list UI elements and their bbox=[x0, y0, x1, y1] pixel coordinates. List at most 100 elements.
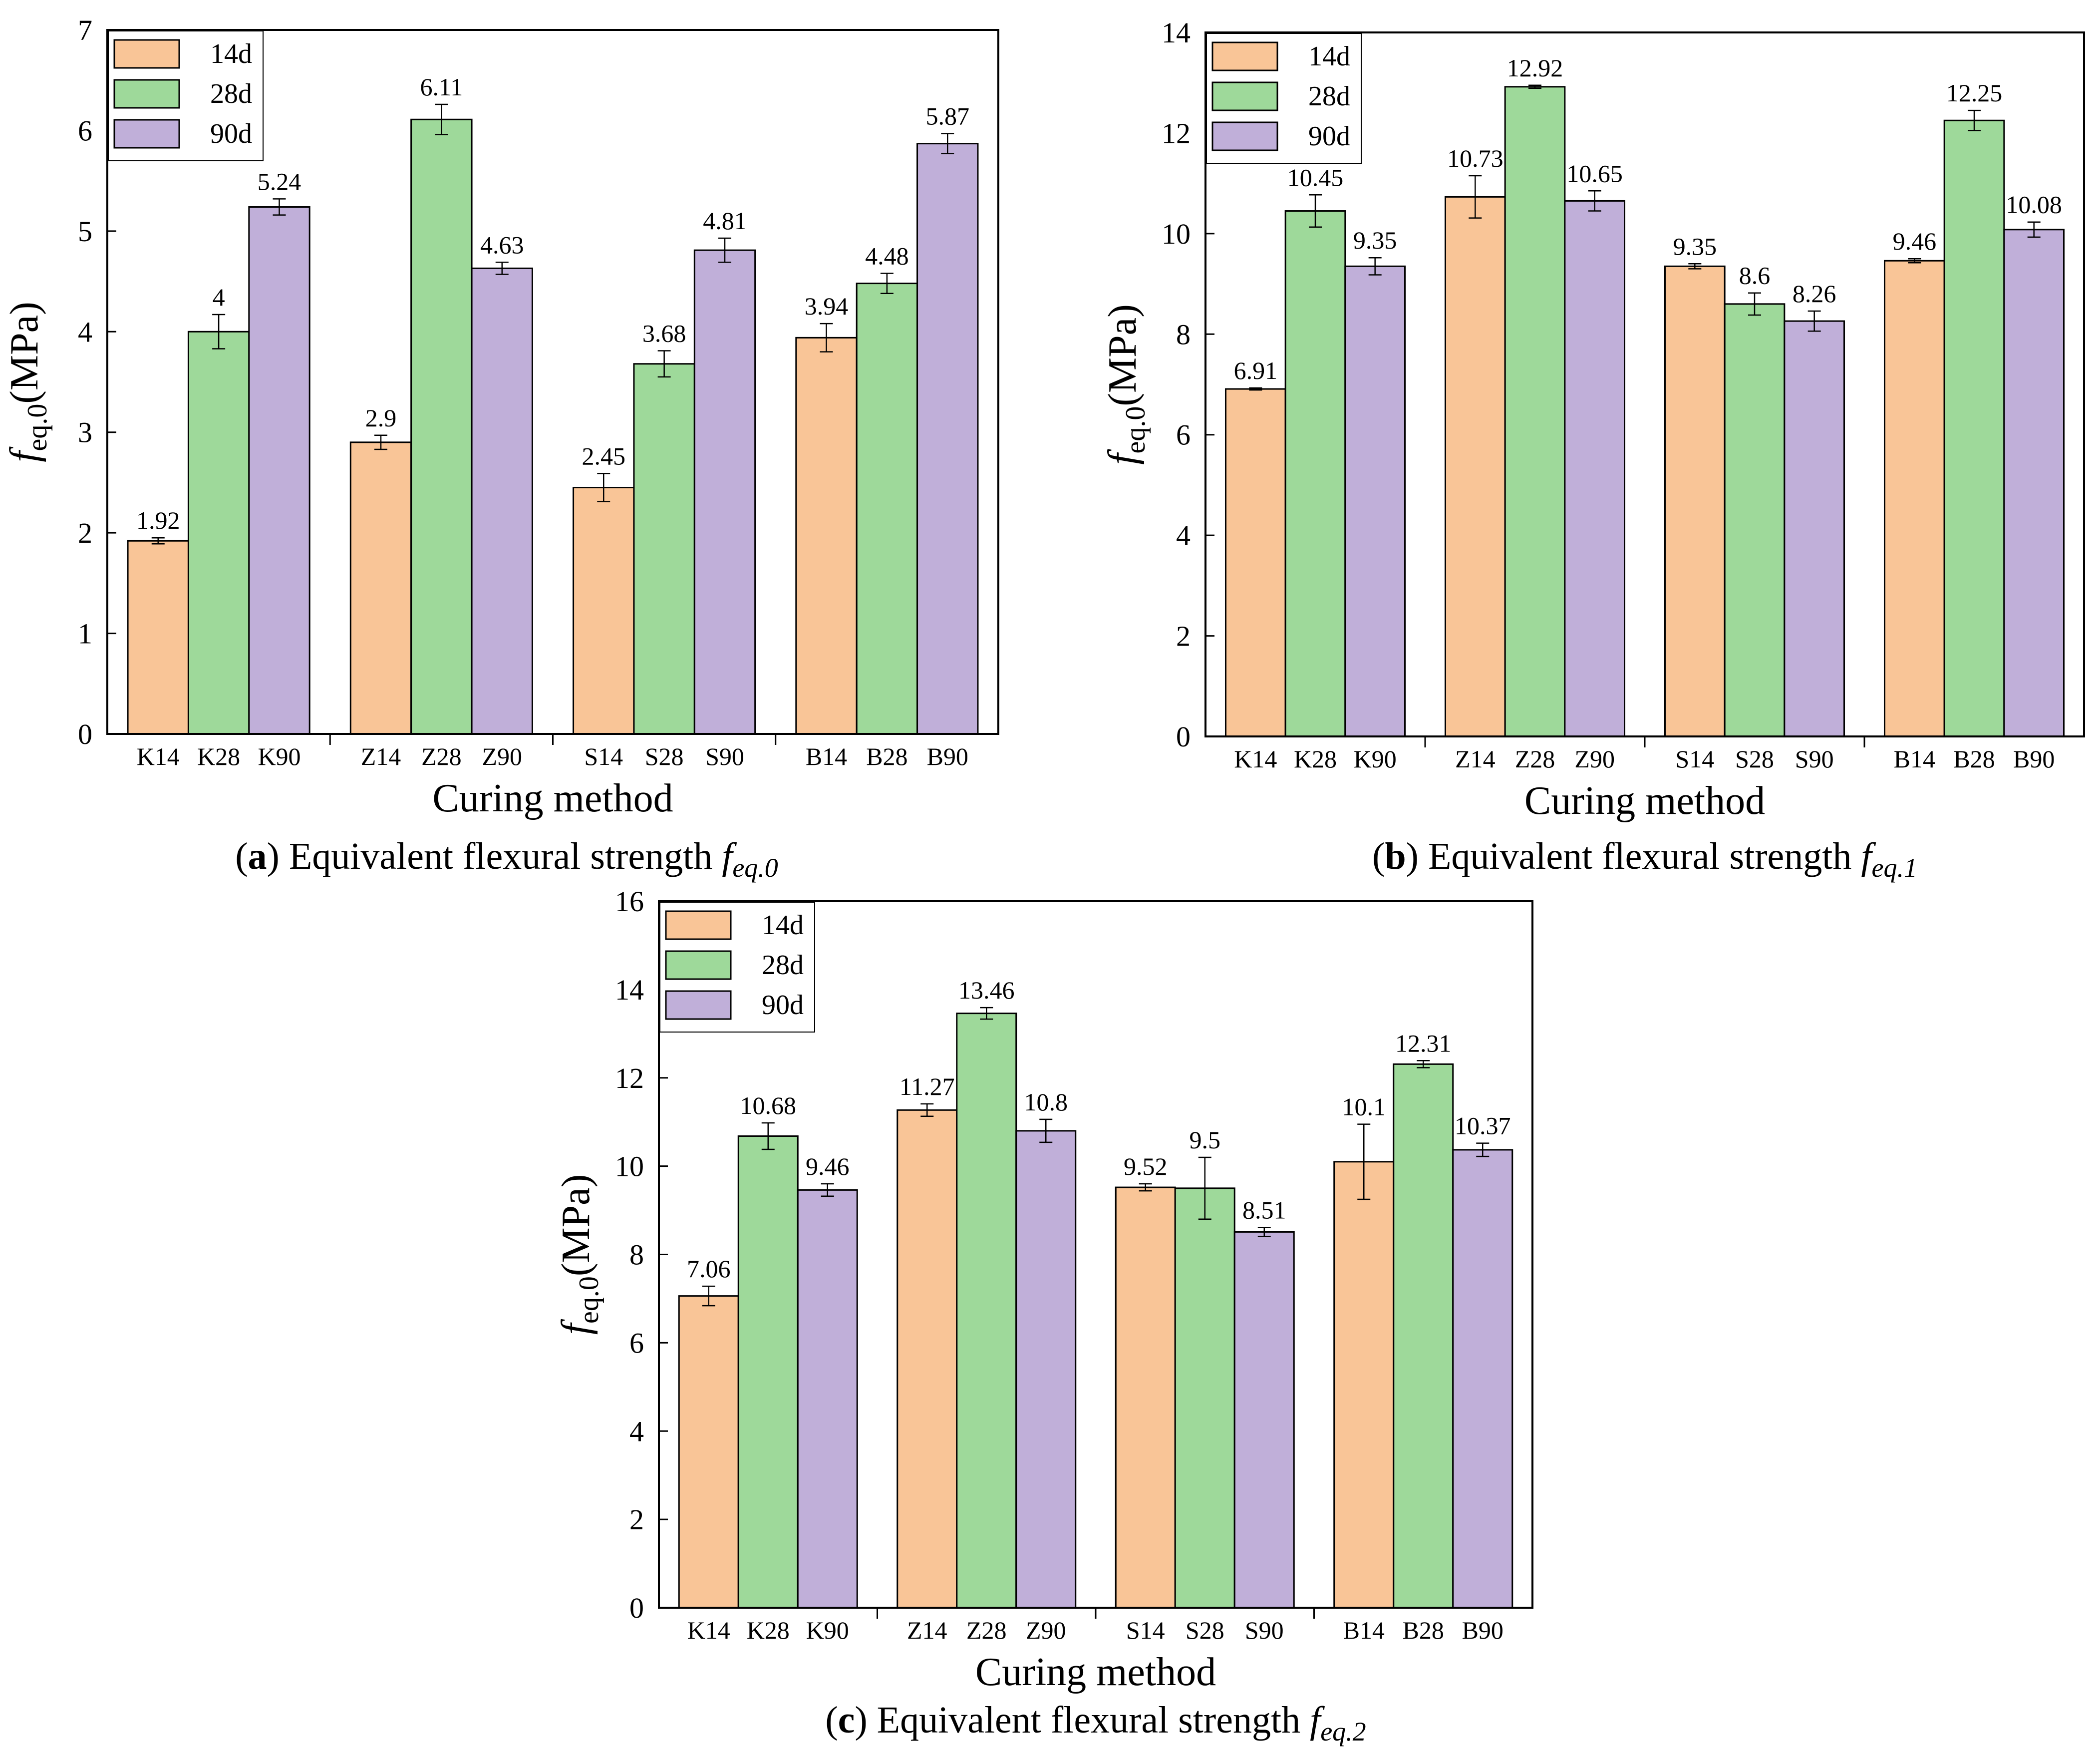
panel-caption: (a) Equivalent flexural strength feq.0 bbox=[235, 835, 778, 883]
data-label-B90: 10.08 bbox=[2006, 191, 2062, 219]
y-tick-label: 10 bbox=[1162, 218, 1191, 250]
x-tick-label-S14: S14 bbox=[584, 742, 623, 770]
y-tick-label: 0 bbox=[1176, 720, 1191, 753]
x-tick-label-B14: B14 bbox=[1894, 745, 1935, 773]
y-tick-label: 3 bbox=[78, 416, 92, 449]
x-tick-label-K28: K28 bbox=[747, 1616, 790, 1644]
legend-label-28d: 28d bbox=[1308, 81, 1350, 112]
bar-K28 bbox=[737, 1135, 799, 1609]
data-label-B14: 9.46 bbox=[1893, 227, 1937, 255]
y-tick-label: 12 bbox=[615, 1062, 644, 1094]
bar-K14 bbox=[1224, 388, 1286, 737]
caption-paren-close: ) bbox=[855, 1699, 877, 1741]
bar-K90 bbox=[248, 206, 310, 735]
chart-panel-b: 6.91 10.73 9.35 9.46 10.45 12.92 8.6 12.25 9.35 1… bbox=[1101, 16, 2085, 883]
data-label-S14: 9.52 bbox=[1124, 1152, 1168, 1180]
x-tick-label-B14: B14 bbox=[1343, 1616, 1385, 1644]
legend-label-14d: 14d bbox=[1308, 41, 1350, 72]
data-label-K28: 10.68 bbox=[740, 1091, 797, 1119]
data-label-Z90: 10.8 bbox=[1024, 1088, 1068, 1116]
data-label-Z14: 2.9 bbox=[365, 404, 397, 432]
data-label-B14: 10.1 bbox=[1342, 1093, 1386, 1121]
legend-label-90d: 90d bbox=[1308, 121, 1350, 152]
y-tick-label: 5 bbox=[78, 215, 92, 248]
x-tick-label-B28: B28 bbox=[1953, 745, 1995, 773]
y-tick-label: 2 bbox=[1176, 620, 1191, 653]
panel-caption: (b) Equivalent flexural strength feq.1 bbox=[1372, 835, 1917, 883]
bar-Z28 bbox=[410, 118, 473, 735]
y-axis-unit: (MPa) bbox=[1101, 304, 1145, 406]
x-tick-label-Z90: Z90 bbox=[1574, 745, 1615, 773]
x-tick-label-K28: K28 bbox=[1294, 745, 1337, 773]
bar-Z90 bbox=[471, 267, 533, 735]
y-tick-label: 0 bbox=[629, 1592, 644, 1624]
data-label-B28: 4.48 bbox=[865, 242, 909, 270]
legend-label-90d: 90d bbox=[210, 118, 252, 149]
x-tick-label-Z28: Z28 bbox=[421, 742, 462, 770]
bar-Z14 bbox=[897, 1109, 958, 1609]
bar-B28 bbox=[856, 283, 918, 735]
legend-swatch-28d bbox=[665, 950, 732, 980]
legend-swatch-28d bbox=[1211, 81, 1278, 111]
data-label-Z90: 10.65 bbox=[1566, 159, 1623, 187]
y-tick-label: 0 bbox=[78, 718, 92, 750]
data-label-Z28: 13.46 bbox=[958, 976, 1015, 1004]
legend-swatch-14d bbox=[113, 39, 180, 69]
chart-panel-a: 1.92 2.9 2.45 3.94 4 6.11 3.68 4.48 5.24 4.63 4.81… bbox=[2, 14, 999, 883]
x-tick-label-S90: S90 bbox=[1795, 745, 1834, 773]
data-label-B28: 12.25 bbox=[1946, 79, 2003, 107]
data-label-B90: 5.87 bbox=[926, 102, 970, 130]
data-label-S90: 8.26 bbox=[1793, 280, 1836, 308]
legend-swatch-28d bbox=[113, 79, 180, 109]
x-tick-label-K90: K90 bbox=[806, 1616, 849, 1644]
x-axis-title: Curing method bbox=[1524, 779, 1765, 823]
data-label-K14: 1.92 bbox=[136, 506, 180, 534]
caption-paren-open: ( bbox=[235, 835, 248, 877]
legend-label-28d: 28d bbox=[210, 78, 252, 109]
data-label-K28: 4 bbox=[213, 283, 225, 311]
y-axis-subscript: eq.0 bbox=[1120, 406, 1151, 454]
legend-swatch-90d bbox=[665, 990, 732, 1020]
y-axis-title: feq.0(MPa) bbox=[1101, 304, 1151, 465]
data-label-S14: 2.45 bbox=[582, 442, 625, 470]
x-tick-label-S28: S28 bbox=[1186, 1616, 1224, 1644]
x-tick-label-B90: B90 bbox=[927, 742, 968, 770]
y-axis-subscript: eq.0 bbox=[574, 1276, 604, 1324]
y-tick-label: 6 bbox=[629, 1327, 644, 1359]
x-tick-label-S90: S90 bbox=[705, 742, 744, 770]
legend: 14d 28d 90d bbox=[1206, 33, 1362, 164]
y-tick-label: 8 bbox=[1176, 318, 1191, 350]
x-tick-label-Z90: Z90 bbox=[482, 742, 522, 770]
chart-panel-c: 7.06 11.27 9.52 10.1 10.68 13.46 9.5 12.31 9.46 1… bbox=[554, 885, 1533, 1747]
legend: 14d 28d 90d bbox=[659, 902, 815, 1033]
x-tick-label-B28: B28 bbox=[866, 742, 907, 770]
bar-B14 bbox=[795, 337, 858, 735]
y-tick-label: 2 bbox=[78, 517, 92, 549]
x-tick-label-S28: S28 bbox=[645, 742, 684, 770]
bar-S90 bbox=[1233, 1231, 1295, 1609]
data-label-B90: 10.37 bbox=[1455, 1112, 1511, 1140]
caption-paren-open: ( bbox=[1372, 835, 1385, 877]
data-label-Z28: 12.92 bbox=[1507, 54, 1563, 82]
y-axis-unit: (MPa) bbox=[554, 1174, 598, 1276]
y-tick-label: 1 bbox=[78, 618, 92, 650]
data-label-K14: 7.06 bbox=[687, 1255, 731, 1283]
caption-space bbox=[1300, 1699, 1310, 1741]
x-axis-title: Curing method bbox=[432, 776, 673, 820]
data-label-K14: 6.91 bbox=[1234, 356, 1278, 384]
bar-S28 bbox=[1724, 303, 1786, 737]
bar-K28 bbox=[187, 331, 250, 735]
caption-text: Equivalent flexural strength bbox=[1428, 835, 1851, 877]
caption-text: Equivalent flexural strength bbox=[877, 1699, 1300, 1741]
y-axis-title: feq.0(MPa) bbox=[2, 302, 53, 462]
x-tick-label-S28: S28 bbox=[1735, 745, 1774, 773]
bar-S14 bbox=[1115, 1186, 1176, 1609]
bar-B14 bbox=[1333, 1161, 1395, 1609]
caption-subscript: eq.2 bbox=[1320, 1717, 1366, 1747]
x-tick-label-B90: B90 bbox=[1462, 1616, 1503, 1644]
data-label-K90: 9.46 bbox=[806, 1152, 850, 1180]
legend-label-28d: 28d bbox=[762, 950, 804, 981]
bar-B90 bbox=[1452, 1149, 1513, 1609]
y-tick-label: 14 bbox=[1162, 16, 1191, 49]
x-tick-label-K28: K28 bbox=[197, 742, 240, 770]
